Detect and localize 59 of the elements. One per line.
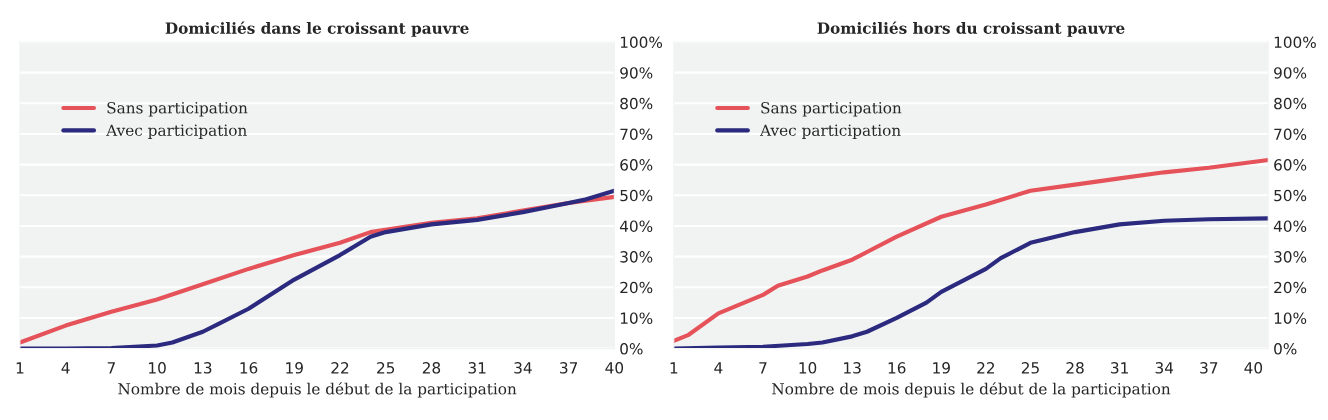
y-tick-label: 80%: [620, 97, 653, 110]
y-tick-label: 50%: [1274, 189, 1307, 202]
y-tick-label: 60%: [1274, 159, 1307, 171]
y-tick-label: 90%: [620, 67, 653, 79]
y-tick-label: 70%: [1274, 128, 1307, 140]
y-tick-label: 80%: [1274, 97, 1307, 110]
y-tick-label: 100%: [620, 36, 663, 49]
x-tick-label: 31: [468, 362, 486, 374]
x-tick-label: 7: [759, 362, 767, 374]
x-tick-label: 4: [61, 362, 70, 374]
x-tick-label: 10: [149, 362, 166, 374]
y-tick-label: 20%: [1274, 281, 1307, 294]
y-tick-label: 100%: [1274, 36, 1316, 49]
x-tick-label: 1: [16, 362, 24, 374]
x-tick-label: 34: [1155, 362, 1174, 374]
y-tick-label: 20%: [620, 281, 653, 294]
x-tick-label: 28: [422, 362, 441, 374]
x-tick-label: 34: [514, 362, 532, 374]
x-tick-label: 40: [1244, 362, 1263, 374]
x-tick-label: 31: [1111, 362, 1128, 374]
x-tick-label: 13: [194, 362, 212, 374]
x-tick-label: 19: [933, 362, 950, 374]
x-tick-label: 10: [799, 362, 817, 374]
y-tick-label: 30%: [620, 251, 653, 263]
line-series: [673, 157, 1269, 344]
x-tick-label: 28: [1066, 362, 1084, 374]
legend-label: Sans participation: [107, 102, 248, 117]
x-tick-label: 16: [240, 362, 258, 374]
x-tick-label: 7: [107, 362, 115, 374]
legend-label: Sans participation: [761, 102, 902, 117]
chart-title: Domiciliés hors du croissant pauvre: [817, 21, 1125, 37]
x-tick-label: 1: [670, 362, 678, 374]
y-tick-label: 70%: [620, 128, 653, 140]
legend-label: Avec participation: [759, 124, 901, 139]
y-tick-label: 10%: [620, 312, 653, 324]
y-tick-label: 40%: [1273, 220, 1307, 232]
x-tick-label: 22: [331, 362, 349, 374]
x-tick-label: 25: [1021, 362, 1039, 374]
y-tick-label: 40%: [619, 220, 653, 232]
x-tick-label: 25: [377, 362, 395, 374]
x-tick-label: 37: [1200, 362, 1218, 374]
x-axis-title: Nombre de mois depuis le début de la participation: [118, 382, 517, 398]
y-tick-label: 10%: [1274, 312, 1307, 324]
x-tick-label: 22: [977, 362, 995, 374]
y-tick-label: 0%: [620, 343, 643, 355]
x-axis-title: Nombre de mois depuis le début de la participation: [772, 382, 1171, 398]
y-tick-label: 50%: [620, 189, 653, 202]
y-tick-label: 60%: [620, 159, 653, 171]
y-tick-label: 90%: [1274, 67, 1307, 79]
x-tick-label: 13: [844, 362, 861, 374]
legend-label: Avec participation: [106, 124, 247, 139]
y-tick-label: 0%: [1274, 343, 1297, 355]
chart-title: Domiciliés dans le croissant pauvre: [165, 21, 469, 37]
y-tick-label: 30%: [1274, 251, 1307, 263]
x-tick-label: 40: [605, 362, 624, 374]
x-tick-label: 37: [560, 362, 578, 374]
x-tick-label: 19: [286, 362, 303, 374]
x-tick-label: 16: [888, 362, 906, 374]
x-tick-label: 4: [714, 362, 723, 374]
